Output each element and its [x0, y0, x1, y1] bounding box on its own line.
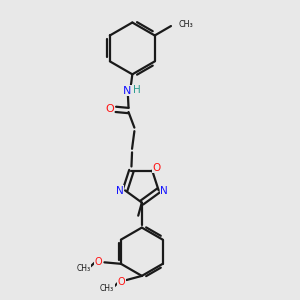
Text: O: O: [117, 278, 125, 287]
Text: O: O: [105, 104, 114, 114]
Text: O: O: [153, 163, 161, 173]
Text: CH₃: CH₃: [100, 284, 114, 293]
Text: CH₃: CH₃: [77, 264, 91, 273]
Text: CH₃: CH₃: [178, 20, 193, 29]
Text: N: N: [116, 186, 124, 196]
Text: N: N: [123, 85, 131, 95]
Text: N: N: [160, 186, 168, 196]
Text: O: O: [95, 257, 102, 267]
Text: H: H: [133, 85, 141, 95]
